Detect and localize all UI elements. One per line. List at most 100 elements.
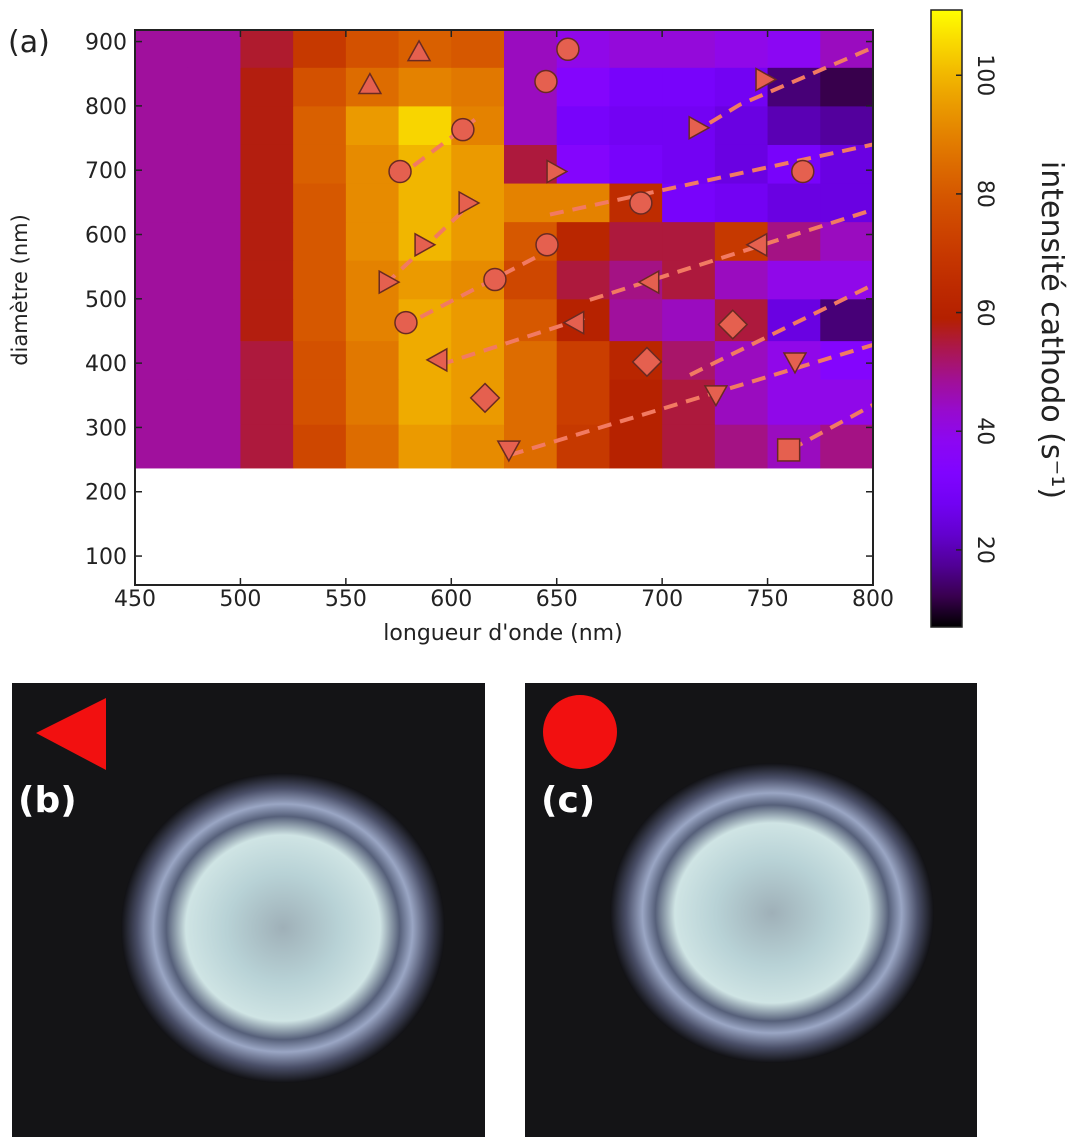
heatmap-cell — [556, 221, 610, 261]
heatmap-cell — [398, 183, 452, 223]
fit-line — [589, 207, 873, 302]
heatmap-cell — [609, 105, 663, 145]
heatmap-cell — [504, 105, 558, 145]
plot-area — [135, 30, 873, 469]
heatmap-cell — [820, 379, 873, 425]
heatmap-cell — [135, 298, 189, 342]
heatmap-cell — [240, 221, 294, 261]
heatmap-cell — [662, 340, 716, 380]
fit-line — [439, 315, 586, 367]
heatmap-cell — [398, 67, 452, 107]
heatmap-cell — [345, 298, 400, 342]
y-tick-label: 400 — [85, 352, 127, 377]
heatmap-cell — [556, 105, 610, 145]
heatmap-cell — [504, 30, 558, 68]
heatmap-cell — [345, 424, 400, 469]
heatmap-cell — [293, 298, 347, 342]
heatmap-cell — [504, 379, 558, 425]
x-tick-label: 550 — [325, 587, 367, 612]
heatmap-cell — [240, 260, 294, 300]
marker — [688, 115, 711, 141]
heatmap-cell — [609, 67, 663, 107]
heatmap-cell — [504, 183, 558, 223]
heatmap-cell — [345, 379, 400, 425]
colorbar-label: intensité cathodo (s⁻¹) — [1034, 161, 1069, 499]
heatmap-cell — [714, 105, 769, 145]
heatmap-cell — [662, 67, 716, 107]
marker — [496, 440, 522, 463]
heatmap-cell — [345, 221, 400, 261]
x-tick-label: 650 — [536, 587, 578, 612]
marker — [469, 382, 501, 414]
heatmap-cell — [609, 221, 663, 261]
y-tick-label: 700 — [85, 159, 127, 184]
heatmap-cell — [187, 379, 241, 425]
heatmap-cell — [240, 424, 294, 469]
heatmap-cell — [345, 340, 400, 380]
colorbar-tick-label: 100 — [972, 54, 997, 96]
y-tick-label: 600 — [85, 224, 127, 249]
heatmap-cell — [767, 67, 821, 107]
heatmap-cell — [240, 340, 294, 380]
heatmap-cell — [714, 424, 769, 469]
y-tick-label: 300 — [85, 416, 127, 441]
marker — [776, 438, 801, 462]
heatmap-cell — [240, 379, 294, 425]
heatmap-cell — [293, 105, 347, 145]
heatmap-cell — [609, 424, 663, 469]
heatmap-cell — [398, 30, 452, 68]
heatmap-cell — [135, 30, 189, 68]
heatmap-cell — [135, 221, 189, 261]
heatmap-cell — [398, 424, 452, 469]
marker — [782, 352, 808, 375]
heatmap-cell — [556, 260, 610, 300]
heatmap-cell — [187, 221, 241, 261]
heatmap-cell — [293, 30, 347, 68]
marker — [388, 159, 412, 184]
heatmap-cell — [714, 144, 769, 184]
marker — [483, 267, 507, 292]
x-tick-label: 700 — [641, 587, 683, 612]
y-tick-label: 200 — [85, 481, 127, 506]
heatmap-cell — [451, 144, 505, 184]
heatmap-cell — [662, 30, 716, 68]
fit-line — [549, 142, 873, 217]
heatmap-cell — [451, 67, 505, 107]
heatmap-cell — [293, 379, 347, 425]
marker — [394, 310, 418, 335]
x-tick-label: 600 — [430, 587, 472, 612]
heatmap-cell — [820, 30, 873, 68]
x-axis-label: longueur d'onde (nm) — [383, 621, 622, 646]
heatmap-cell — [398, 105, 452, 145]
heatmap-cell — [820, 260, 873, 300]
heatmap-cell — [820, 67, 873, 107]
heatmap-cell — [135, 67, 189, 107]
heatmap-cell — [609, 298, 663, 342]
y-tick-label: 500 — [85, 288, 127, 313]
heatmap-cell — [187, 260, 241, 300]
heatmap-cell — [451, 298, 505, 342]
panel-b: (b) — [12, 683, 485, 1137]
heatmap-cell — [135, 424, 189, 469]
colorbar-tick-label: 40 — [972, 417, 997, 445]
marker — [717, 309, 749, 340]
colorbar-tick-label: 60 — [972, 299, 997, 327]
plot-frame — [134, 29, 874, 586]
heatmap-cell — [135, 183, 189, 223]
marker — [791, 159, 815, 184]
heatmap-cell — [135, 144, 189, 184]
heatmap-cell — [504, 260, 558, 300]
heatmap-cell — [820, 183, 873, 223]
heatmap-cell — [662, 221, 716, 261]
marker — [546, 159, 569, 184]
y-tick-label: 800 — [85, 95, 127, 120]
heatmap-cell — [187, 30, 241, 68]
fit-line — [399, 243, 561, 330]
panel-c: (c) — [525, 683, 977, 1137]
marker — [414, 232, 437, 258]
marker — [406, 39, 432, 62]
marker — [451, 117, 475, 142]
fit-line — [393, 118, 477, 182]
heatmap-cell — [820, 221, 873, 261]
triangle-icon — [36, 698, 106, 770]
